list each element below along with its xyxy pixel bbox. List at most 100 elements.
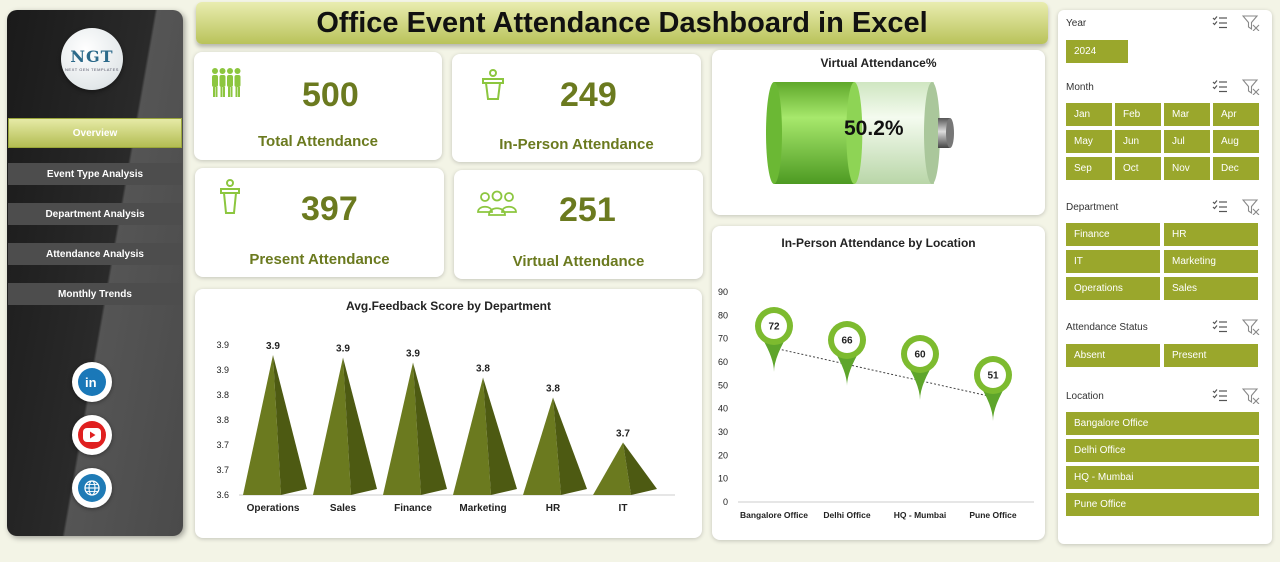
- multi-select-icon[interactable]: [1212, 388, 1228, 409]
- x-category-label: HR: [546, 503, 561, 514]
- linkedin-button[interactable]: in: [72, 362, 112, 402]
- x-category-label: Sales: [330, 503, 357, 514]
- slicer-panel: Year 2024 Month Jan Feb Mar Apr May Jun Jul Aug Sep…: [1058, 10, 1272, 544]
- clear-filter-icon[interactable]: [1241, 319, 1260, 340]
- x-category-label: Bangalore Office: [740, 510, 808, 520]
- x-category-label: Delhi Office: [823, 510, 871, 520]
- feedback-bar: [453, 377, 517, 495]
- kpi-in-person-label: In-Person Attendance: [499, 136, 654, 153]
- location-pin-chart: 0 10 20 30 40 50 60 70 80 90 72 Bangalore Office 66 D…: [718, 287, 1034, 520]
- y-tick-label: 3.9: [216, 340, 229, 350]
- pin-data-label: 66: [841, 336, 853, 347]
- multi-select-icon[interactable]: [1212, 319, 1228, 340]
- battery-fill: [774, 82, 855, 184]
- slicer-chip-month[interactable]: Aug: [1213, 130, 1259, 153]
- location-chart-title: In-Person Attendance by Location: [781, 236, 976, 250]
- slicer-chip-month[interactable]: Jun: [1115, 130, 1161, 153]
- kpi-card-in-person-attendance: 249 In-Person Attendance: [452, 54, 701, 162]
- slicer-chip-department[interactable]: Sales: [1164, 277, 1258, 300]
- slicer-chip-attendance-status[interactable]: Absent: [1066, 344, 1160, 367]
- feedback-bar: [313, 357, 377, 495]
- x-category-label: Finance: [394, 503, 432, 514]
- battery-fill-end: [846, 82, 863, 184]
- slicer-title-attendance-status: Attendance Status: [1066, 322, 1148, 333]
- kpi-card-present-attendance: 397 Present Attendance: [195, 168, 444, 277]
- feedback-bar: [523, 397, 587, 495]
- x-category-label: Operations: [247, 503, 300, 514]
- slicer-chip-department[interactable]: Finance: [1066, 223, 1160, 246]
- battery-gauge: [766, 82, 954, 184]
- slicer-chip-department[interactable]: Operations: [1066, 277, 1160, 300]
- slicer-chip-department[interactable]: Marketing: [1164, 250, 1258, 273]
- slicer-chip-month[interactable]: Nov: [1164, 157, 1210, 180]
- y-tick-label: 40: [718, 404, 728, 414]
- website-button[interactable]: [72, 468, 112, 508]
- dashboard-title-bar: Office Event Attendance Dashboard in Exc…: [196, 2, 1048, 44]
- nav-attendance-analysis[interactable]: Attendance Analysis: [8, 243, 182, 265]
- youtube-button[interactable]: [72, 415, 112, 455]
- slicer-chip-month[interactable]: Jul: [1164, 130, 1210, 153]
- linkedin-icon: in: [78, 368, 106, 396]
- y-tick-label: 3.8: [216, 415, 229, 425]
- slicer-chip-location[interactable]: HQ - Mumbai: [1066, 466, 1259, 489]
- clear-filter-icon[interactable]: [1241, 15, 1260, 36]
- x-category-label: HQ - Mumbai: [894, 510, 946, 520]
- y-tick-label: 50: [718, 380, 728, 390]
- kpi-card-total-attendance: 500 Total Attendance: [194, 52, 442, 160]
- slicer-title-location: Location: [1066, 391, 1104, 402]
- pin-data-label: 60: [914, 350, 926, 361]
- slicer-title-department: Department: [1066, 202, 1119, 213]
- kpi-total-value: 500: [302, 76, 359, 114]
- virtual-attendance-percent-panel: Virtual Attendance% 50.2%: [712, 50, 1045, 215]
- slicer-chip-month[interactable]: Sep: [1066, 157, 1112, 180]
- team-icon: [476, 190, 518, 223]
- clear-filter-icon[interactable]: [1241, 388, 1260, 409]
- slicer-chip-month[interactable]: Oct: [1115, 157, 1161, 180]
- slicer-chip-location[interactable]: Delhi Office: [1066, 439, 1259, 462]
- nav-department-analysis[interactable]: Department Analysis: [8, 203, 182, 225]
- clear-filter-icon[interactable]: [1241, 199, 1260, 220]
- slicer-chip-year[interactable]: 2024: [1066, 40, 1128, 63]
- kpi-in-person-value: 249: [560, 76, 617, 114]
- feedback-bar: [243, 355, 307, 495]
- multi-select-icon[interactable]: [1212, 79, 1228, 100]
- bar-data-label: 3.8: [546, 384, 560, 395]
- slicer-chip-attendance-status[interactable]: Present: [1164, 344, 1258, 367]
- lectern-icon: [217, 178, 243, 221]
- slicer-chip-department[interactable]: HR: [1164, 223, 1258, 246]
- logo-text: NGT: [70, 46, 114, 66]
- location-pin-marker: [755, 307, 793, 372]
- feedback-bar: [593, 442, 657, 495]
- slicer-chip-location[interactable]: Bangalore Office: [1066, 412, 1259, 435]
- slicer-chip-location[interactable]: Pune Office: [1066, 493, 1259, 516]
- location-attendance-chart-panel: In-Person Attendance by Location 0 10 20 30…: [712, 226, 1045, 540]
- bar-data-label: 3.9: [406, 349, 420, 360]
- slicer-chip-month[interactable]: Apr: [1213, 103, 1259, 126]
- slicer-title-year: Year: [1066, 18, 1087, 29]
- multi-select-icon[interactable]: [1212, 199, 1228, 220]
- slicer-chip-month[interactable]: May: [1066, 130, 1112, 153]
- y-tick-label: 3.7: [216, 465, 229, 475]
- slicer-chip-month[interactable]: Mar: [1164, 103, 1210, 126]
- location-pin-marker: [901, 335, 939, 400]
- slicer-chip-month[interactable]: Jan: [1066, 103, 1112, 126]
- feedback-chart-title: Avg.Feedback Score by Department: [346, 299, 551, 313]
- nav-overview[interactable]: Overview: [8, 118, 182, 148]
- bar-data-label: 3.7: [616, 429, 630, 440]
- svg-text:in: in: [85, 375, 97, 390]
- slicer-chip-department[interactable]: IT: [1066, 250, 1160, 273]
- kpi-present-value: 397: [301, 190, 358, 228]
- clear-filter-icon[interactable]: [1241, 79, 1260, 100]
- y-tick-label: 3.7: [216, 440, 229, 450]
- dashboard-title: Office Event Attendance Dashboard in Exc…: [316, 6, 928, 39]
- nav-monthly-trends[interactable]: Monthly Trends: [8, 283, 182, 305]
- slicer-chip-month[interactable]: Feb: [1115, 103, 1161, 126]
- group-people-icon: [210, 66, 242, 105]
- feedback-bar-chart: 3.9 3.9 3.8 3.8 3.7 3.7 3.6 3.9 Operations 3.9 Sal…: [216, 340, 675, 514]
- y-tick-label: 20: [718, 450, 728, 460]
- y-tick-label: 3.6: [216, 490, 229, 500]
- nav-event-type-analysis[interactable]: Event Type Analysis: [8, 163, 182, 185]
- website-globe-icon: [78, 474, 106, 502]
- slicer-chip-month[interactable]: Dec: [1213, 157, 1259, 180]
- multi-select-icon[interactable]: [1212, 15, 1228, 36]
